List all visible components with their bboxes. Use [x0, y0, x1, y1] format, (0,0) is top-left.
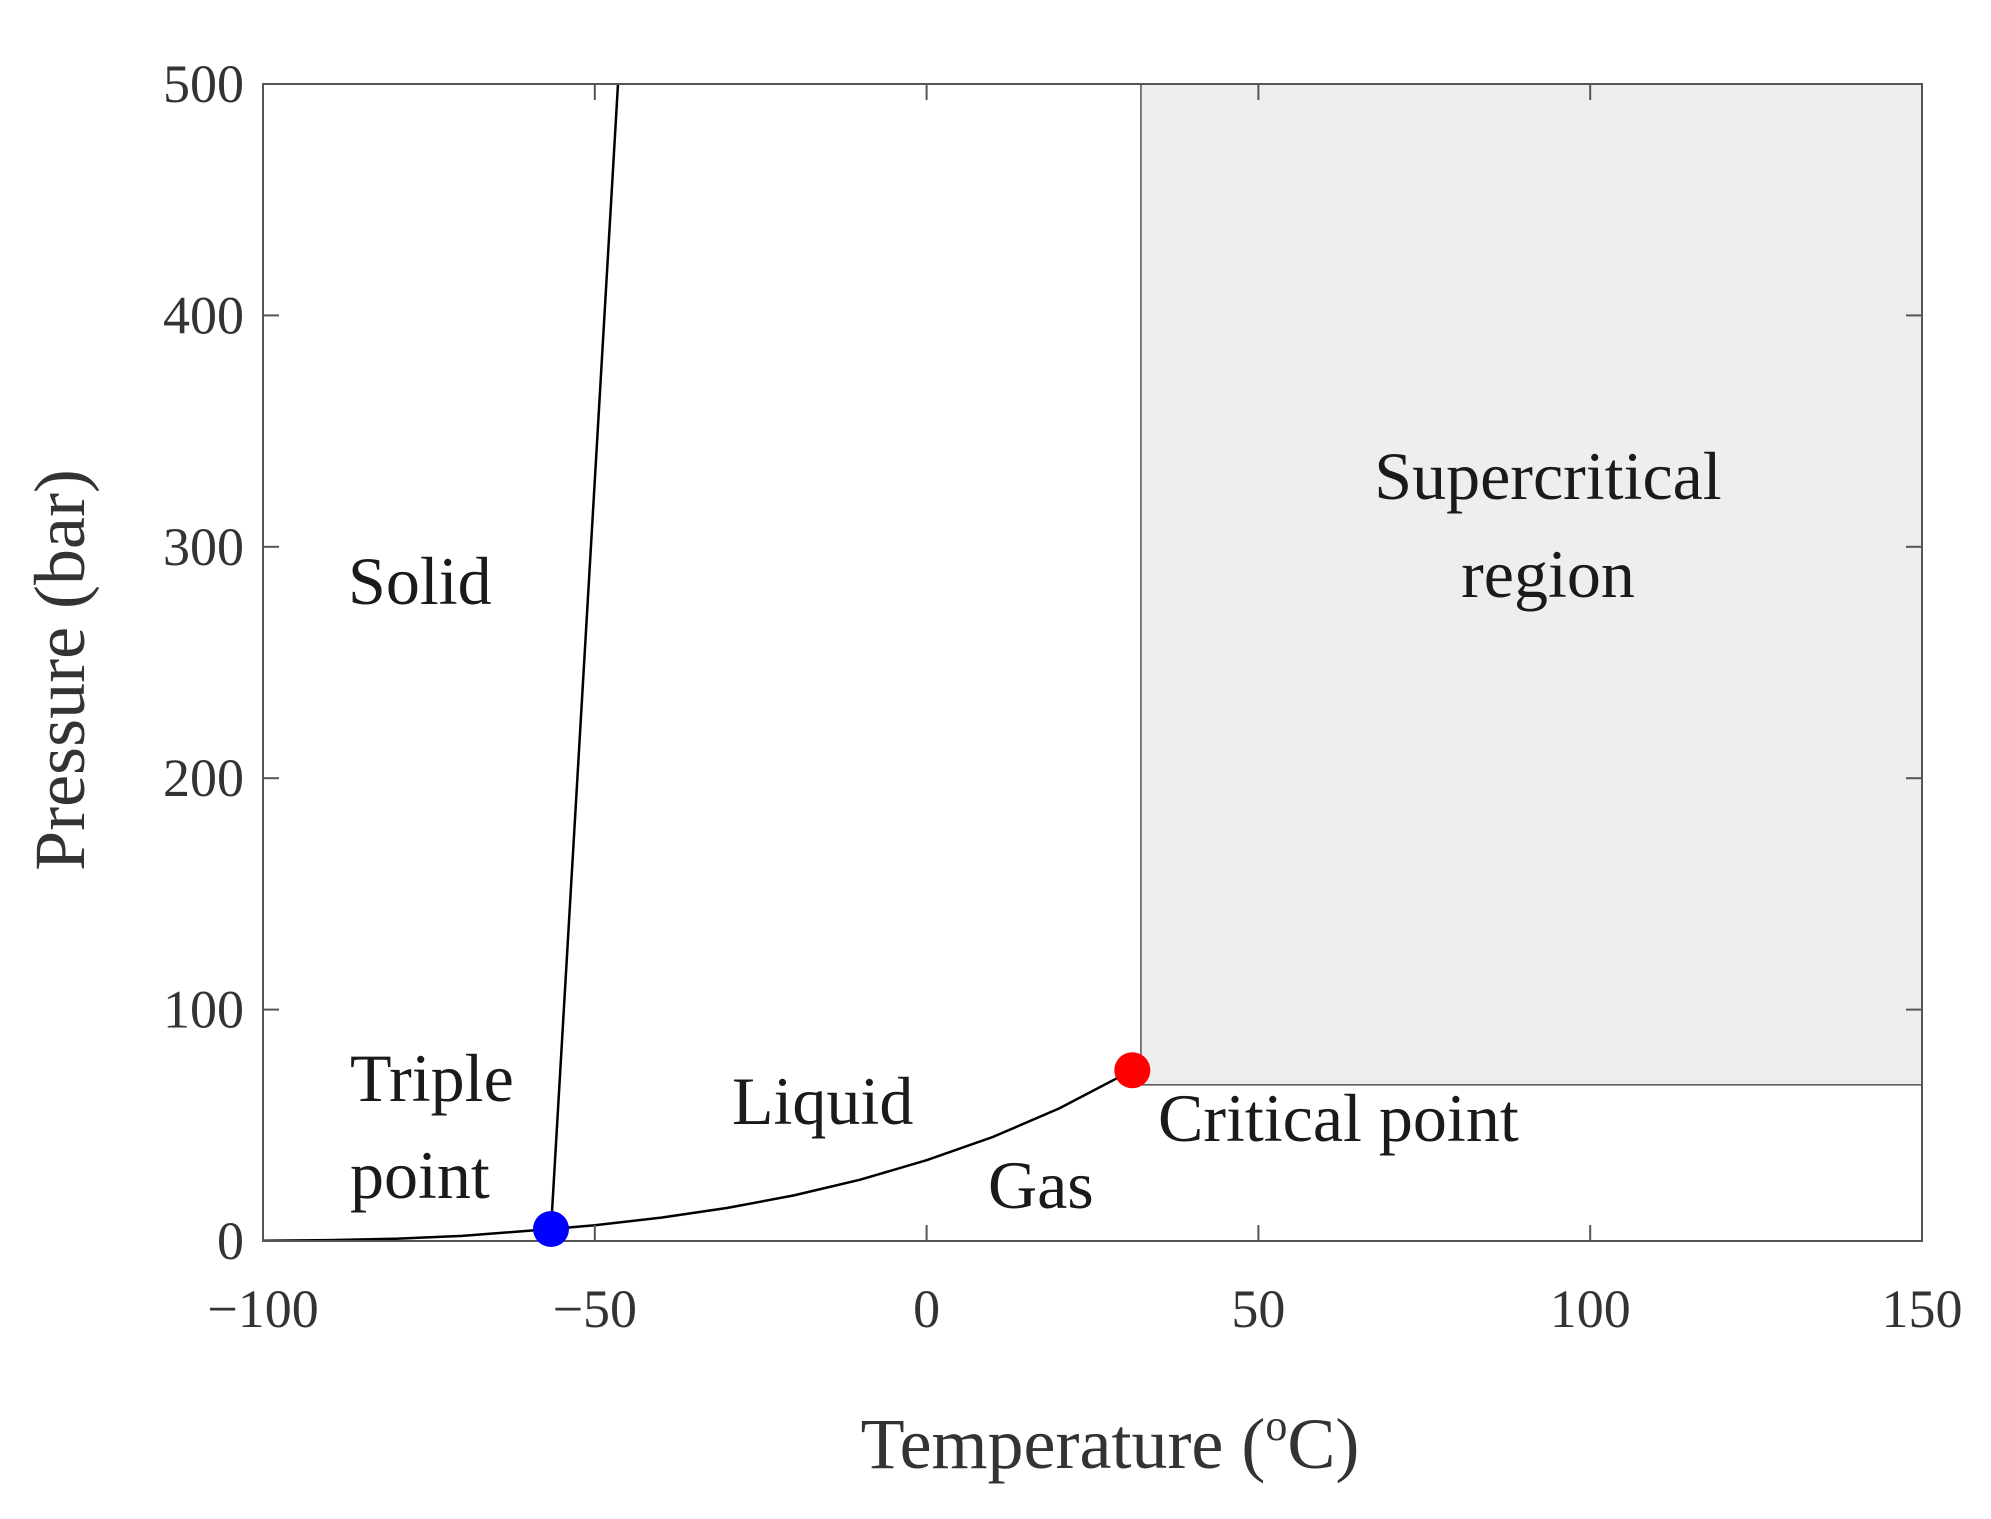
- x-tick-label: −50: [553, 1279, 637, 1339]
- x-axis-title-text: Temperature (: [861, 1404, 1266, 1484]
- annotation-triple: Triple: [350, 1040, 514, 1116]
- vapor-pressure-curve: [262, 1069, 1133, 1243]
- x-tick-label: −100: [207, 1279, 318, 1339]
- y-tick-label: 200: [163, 748, 244, 808]
- plot-frame: [262, 83, 1923, 1242]
- triple-point-marker: [533, 1210, 570, 1247]
- y-tick-label: 400: [163, 285, 244, 345]
- x-tick-label: 150: [1882, 1279, 1963, 1339]
- x-tick-label: 0: [913, 1279, 940, 1339]
- critical-point-marker: [1114, 1052, 1151, 1089]
- annotation-liquid: Liquid: [732, 1063, 913, 1139]
- x-axis-title: Temperature (oC): [861, 1401, 1360, 1484]
- x-axis-title-superscript: o: [1265, 1401, 1287, 1450]
- y-tick-label: 500: [163, 54, 244, 114]
- melting-curve: [549, 83, 620, 1230]
- y-tick-label: 100: [163, 980, 244, 1040]
- annotation-region: region: [1461, 536, 1635, 612]
- annotation-solid: Solid: [348, 543, 492, 619]
- supercritical-region-fill: [1140, 83, 1923, 1086]
- annotation-point: point: [350, 1137, 490, 1213]
- annotation-supercritical: Supercritical: [1374, 438, 1721, 514]
- y-tick-label: 0: [217, 1211, 244, 1271]
- annotation-critical-point: Critical point: [1158, 1080, 1519, 1156]
- y-axis-title: Pressure (bar): [20, 469, 100, 871]
- annotation-gas: Gas: [988, 1147, 1094, 1223]
- x-tick-label: 100: [1550, 1279, 1631, 1339]
- y-tick-label: 300: [163, 517, 244, 577]
- x-tick-label: 50: [1231, 1279, 1285, 1339]
- x-axis-title-unit: C): [1287, 1404, 1359, 1484]
